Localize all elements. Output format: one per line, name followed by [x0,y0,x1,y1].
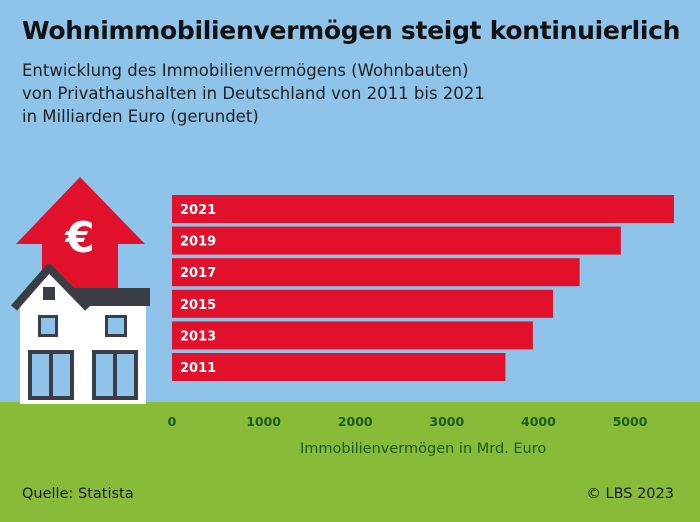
bar-label-2017: 2017 [180,266,216,281]
bar-label-2011: 2011 [180,361,216,376]
x-tick-4000: 4000 [521,414,556,429]
bar-2013 [172,321,533,350]
bars-group: 2021 2019 2017 2015 2013 2011 [172,195,674,381]
x-axis-ticks: 0 1000 2000 3000 4000 5000 [168,414,648,429]
euro-icon: € [64,213,94,262]
x-tick-0: 0 [168,414,177,429]
chart-title: Wohnimmobilienvermögen steigt kontinuier… [22,16,681,45]
x-axis-label: Immobilienvermögen in Mrd. Euro [300,441,547,457]
bar-2019 [172,226,621,255]
bar-label-2021: 2021 [180,203,216,218]
x-tick-5000: 5000 [613,414,648,429]
bar-label-2013: 2013 [180,329,216,344]
chart-subtitle-line-3: in Milliarden Euro (gerundet) [22,107,259,126]
chart-subtitle-line-1: Entwicklung des Immobilienvermögens (Woh… [22,61,469,80]
bar-label-2015: 2015 [180,298,216,313]
x-tick-1000: 1000 [246,414,281,429]
bar-label-2019: 2019 [180,235,216,250]
copyright-note: © LBS 2023 [586,486,674,502]
chart-subtitle-line-2: von Privathaushalten in Deutschland von … [22,84,485,103]
source-note: Quelle: Statista [22,486,134,502]
svg-text:€: € [64,213,94,262]
bar-2017 [172,258,580,287]
x-tick-3000: 3000 [429,414,464,429]
x-tick-2000: 2000 [338,414,373,429]
bar-2015 [172,289,554,318]
ground-area [0,402,700,522]
house-icon [10,264,150,404]
bar-2011 [172,353,506,381]
bar-2021 [172,195,674,223]
